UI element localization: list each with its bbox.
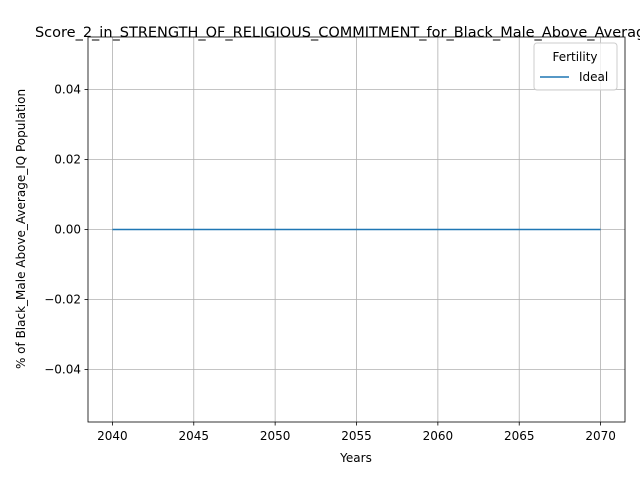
y-tick-label: 0.00 [54,223,81,237]
legend-box [533,42,618,91]
y-tick-label: 0.02 [54,153,81,167]
legend: Fertility Ideal [533,42,618,91]
chart-title: Score_2_in_STRENGTH_OF_RELIGIOUS_COMMITM… [35,25,640,41]
x-tick-label: 2045 [178,429,209,443]
legend-title: Fertility [552,50,597,64]
x-tick-label: 2060 [423,429,454,443]
y-axis-ticks: −0.04 −0.02 0.00 0.02 0.04 [44,83,88,377]
y-tick-label: −0.04 [44,363,81,377]
x-tick-label: 2070 [585,429,616,443]
x-tick-label: 2050 [260,429,291,443]
x-axis-ticks: 2040 2045 2050 2055 2060 2065 2070 [97,422,616,443]
y-axis-label: % of Black_Male Above_Average_IQ Populat… [14,89,28,369]
x-tick-label: 2055 [341,429,372,443]
y-tick-label: −0.02 [44,293,81,307]
x-axis-label: Years [339,451,372,465]
legend-label-ideal: Ideal [579,70,608,84]
x-tick-label: 2040 [97,429,128,443]
y-tick-label: 0.04 [54,83,81,97]
x-tick-label: 2065 [504,429,535,443]
